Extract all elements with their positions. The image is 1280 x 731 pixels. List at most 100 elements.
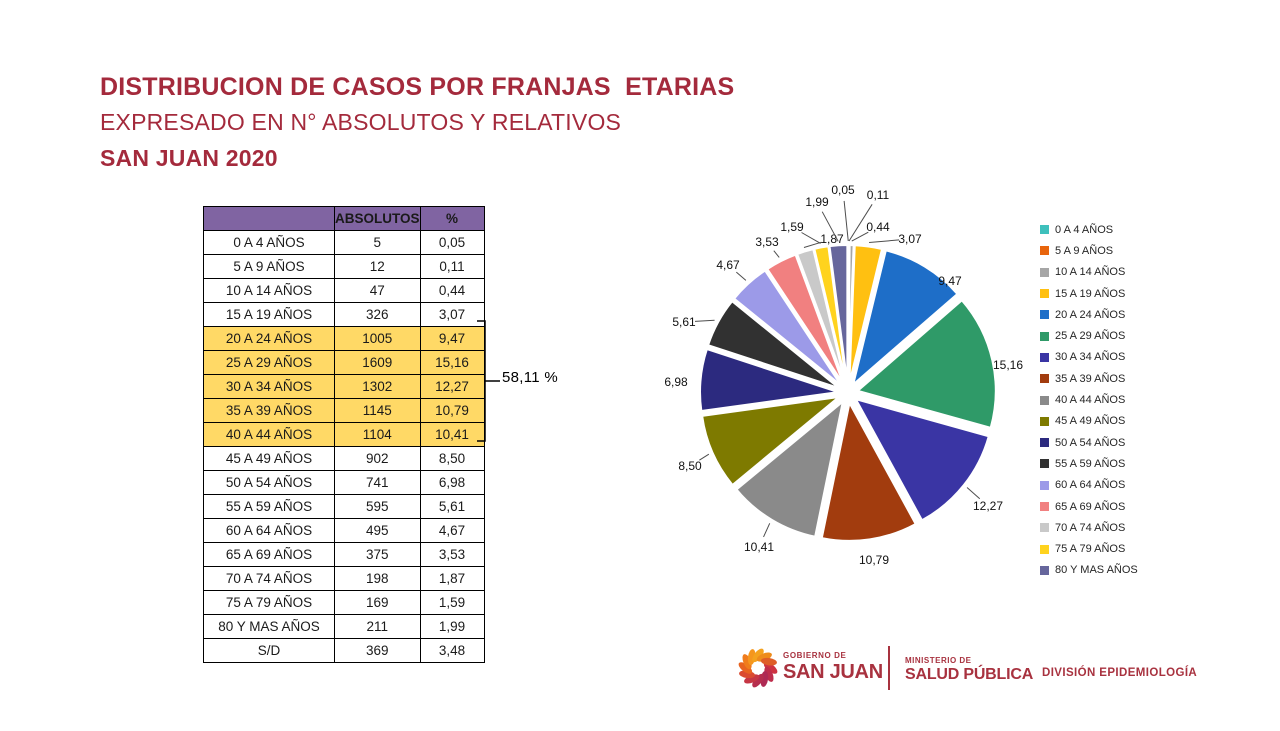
logo-petal [756, 652, 772, 662]
pie-leader-line [821, 211, 839, 242]
bracket-label: 58,11 % [502, 369, 559, 386]
pie-leader-line [843, 200, 849, 242]
cell-age-range: 35 A 39 AÑOS [203, 398, 335, 423]
legend-item: 5 A 9 AÑOS [1040, 240, 1138, 261]
pinwheel-logo-icon [738, 648, 778, 688]
cell-age-range: 5 A 9 AÑOS [203, 254, 335, 279]
cell-age-range: 45 A 49 AÑOS [203, 446, 335, 471]
legend-swatch [1040, 374, 1049, 384]
legend-item: 0 A 4 AÑOS [1040, 219, 1138, 240]
pie-slice [856, 299, 997, 429]
pie-data-label: 4,67 [716, 258, 740, 272]
cell-pct: 0,44 [419, 278, 485, 303]
legend-label: 60 A 64 AÑOS [1055, 479, 1126, 492]
legend-item: 50 A 54 AÑOS [1040, 432, 1138, 453]
pie-data-label: 10,79 [859, 553, 889, 567]
pie-leader-line [803, 241, 822, 248]
legend-item: 65 A 69 AÑOS [1040, 496, 1138, 517]
pie-legend: 0 A 4 AÑOS 5 A 9 AÑOS 10 A 14 AÑOS 15 A 19 … [1040, 219, 1138, 581]
pie-leader-line [773, 250, 780, 258]
cases-table: ABSOLUTOS % 0 A 4 AÑOS 5 0,05 5 A 9 AÑOS 12 0… [203, 206, 485, 663]
legend-item: 15 A 19 AÑOS [1040, 283, 1138, 304]
title-line-2: EXPRESADO EN N° ABSOLUTOS Y RELATIVOS [100, 109, 622, 135]
cell-absolutos: 595 [334, 494, 421, 519]
cell-absolutos: 1005 [334, 326, 421, 351]
cell-absolutos: 211 [334, 614, 421, 639]
pie-data-label: 6,98 [664, 375, 688, 389]
cell-pct: 12,27 [419, 374, 485, 399]
legend-label: 15 A 19 AÑOS [1055, 287, 1126, 300]
title-line-1: DISTRIBUCION DE CASOS POR FRANJAS ETARIA… [100, 73, 735, 101]
legend-label: 50 A 54 AÑOS [1055, 436, 1126, 449]
cell-pct: 5,61 [419, 494, 485, 519]
cell-absolutos: 47 [334, 278, 421, 303]
cell-pct: 3,07 [419, 302, 485, 327]
logo-petal [742, 654, 752, 670]
cell-absolutos: 326 [334, 302, 421, 327]
legend-swatch [1040, 246, 1049, 256]
cell-age-range: 75 A 79 AÑOS [203, 590, 335, 615]
cell-age-range: 70 A 74 AÑOS [203, 566, 335, 591]
pie-slice [847, 244, 855, 385]
pie-data-label: 8,50 [678, 459, 702, 473]
cell-absolutos: 375 [334, 542, 421, 567]
pie-data-label: 3,07 [898, 232, 922, 246]
pie-slice [707, 300, 841, 390]
cell-pct: 9,47 [419, 326, 485, 351]
legend-item: 10 A 14 AÑOS [1040, 262, 1138, 283]
legend-item: 75 A 79 AÑOS [1040, 538, 1138, 559]
pie-data-label: 0,11 [867, 188, 890, 202]
cell-age-range: 55 A 59 AÑOS [203, 494, 335, 519]
pie-slice [796, 248, 847, 385]
cell-pct: 0,05 [419, 230, 485, 255]
legend-label: 65 A 69 AÑOS [1055, 500, 1126, 513]
ministerio-block: MINISTERIO DE SALUD PÚBLICA [905, 656, 1033, 684]
cell-pct: 6,98 [419, 470, 485, 495]
legend-label: 80 Y MAS AÑOS [1055, 564, 1138, 577]
table-row: 15 A 19 AÑOS 326 3,07 [203, 302, 485, 327]
cell-age-range: 10 A 14 AÑOS [203, 278, 335, 303]
cell-absolutos: 5 [334, 230, 421, 255]
cell-absolutos: 12 [334, 254, 421, 279]
legend-label: 5 A 9 AÑOS [1055, 244, 1114, 257]
pie-leader-line [801, 232, 821, 244]
legend-label: 20 A 24 AÑOS [1055, 308, 1126, 321]
cell-pct: 8,50 [419, 446, 485, 471]
cell-pct: 3,48 [419, 638, 485, 663]
table-row: 65 A 69 AÑOS 375 3,53 [203, 542, 485, 567]
legend-label: 0 A 4 AÑOS [1055, 223, 1114, 236]
cell-absolutos: 1609 [334, 350, 421, 375]
cell-absolutos: 1104 [334, 422, 421, 447]
cell-pct: 1,59 [419, 590, 485, 615]
pie-data-label: 5,61 [672, 315, 696, 329]
pie-leader-line [694, 319, 715, 322]
legend-swatch [1040, 544, 1049, 554]
pie-data-label: 9,47 [938, 274, 962, 288]
cell-absolutos: 1145 [334, 398, 421, 423]
legend-item: 40 A 44 AÑOS [1040, 389, 1138, 410]
logo-petal [752, 648, 764, 663]
pie-chart: 0,05 0,11 0,44 3,07 9,47 15,16 12,27 10,79 10,41… [664, 183, 1023, 567]
legend-item: 30 A 34 AÑOS [1040, 347, 1138, 368]
cell-age-range: 25 A 29 AÑOS [203, 350, 335, 375]
logo-petal [738, 662, 753, 674]
table-row: 20 A 24 AÑOS 1005 9,47 [203, 326, 485, 351]
legend-swatch [1040, 480, 1049, 490]
header-cell-pct: % [419, 206, 485, 231]
pie-data-label: 0,05 [831, 183, 855, 197]
cell-age-range: 0 A 4 AÑOS [203, 230, 335, 255]
table-row: S/D 369 3,48 [203, 638, 485, 663]
cell-age-range: 60 A 64 AÑOS [203, 518, 335, 543]
legend-swatch [1040, 331, 1049, 341]
legend-item: 20 A 24 AÑOS [1040, 304, 1138, 325]
legend-label: 45 A 49 AÑOS [1055, 415, 1126, 428]
legend-item: 35 A 39 AÑOS [1040, 368, 1138, 389]
cell-age-range: 20 A 24 AÑOS [203, 326, 335, 351]
legend-item: 60 A 64 AÑOS [1040, 475, 1138, 496]
gobierno-de-label: GOBIERNO DE [783, 651, 847, 660]
cell-absolutos: 1302 [334, 374, 421, 399]
cell-age-range: 30 A 34 AÑOS [203, 374, 335, 399]
table-row: 25 A 29 AÑOS 1609 15,16 [203, 350, 485, 375]
pie-data-label: 3,53 [755, 235, 779, 249]
pie-data-label: 1,99 [805, 195, 829, 209]
